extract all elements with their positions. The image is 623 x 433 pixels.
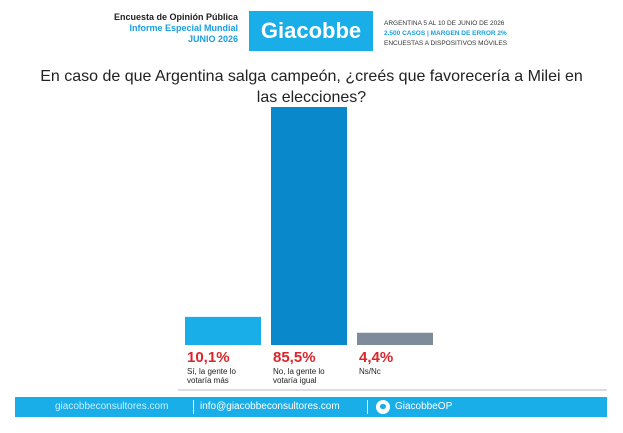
- category-label: No, la gente lo votaría igual: [273, 367, 325, 385]
- separator: [367, 400, 368, 414]
- footer: giacobbeconsultores.com info@giacobbecon…: [15, 397, 607, 417]
- header-text: ENCUESTAS A DISPOSITIVOS MÓVILES: [384, 40, 508, 47]
- value-label: 4,4%: [359, 349, 394, 366]
- bar: [271, 107, 347, 345]
- value-label: 85,5%: [273, 349, 316, 366]
- value-label: 10,1%: [187, 349, 230, 366]
- twitter-icon: [376, 400, 390, 414]
- header-text: ARGENTINA 5 AL 10 DE JUNIO DE 2026: [384, 20, 505, 27]
- bar: [185, 316, 261, 345]
- footer-link[interactable]: info@giacobbeconsultores.com: [200, 401, 340, 412]
- category-label: Ns/Nc: [359, 367, 381, 376]
- header-text: JUNIO 2026: [187, 34, 238, 44]
- bar: [357, 332, 433, 345]
- footer-link[interactable]: GiacobbeOP: [395, 401, 453, 412]
- footer-link[interactable]: giacobbeconsultores.com: [55, 401, 169, 412]
- chart-title: En caso de que Argentina salga campeón, …: [40, 68, 583, 106]
- header-right: ARGENTINA 5 AL 10 DE JUNIO DE 2026 2.500…: [384, 19, 507, 49]
- header-text: Encuesta de Opinión Pública: [113, 12, 238, 22]
- category-label: Sí, la gente lo votaría más: [187, 367, 236, 385]
- icon-bird: [380, 404, 386, 409]
- separator: [193, 400, 194, 414]
- header-text: Informe Especial Mundial: [129, 23, 238, 33]
- header-left: Encuesta de Opinión Pública Informe Espe…: [40, 12, 238, 45]
- header-text: 2.500 CASOS | MARGEN DE ERROR 2%: [384, 30, 507, 37]
- logo: Giacobbe: [249, 11, 373, 51]
